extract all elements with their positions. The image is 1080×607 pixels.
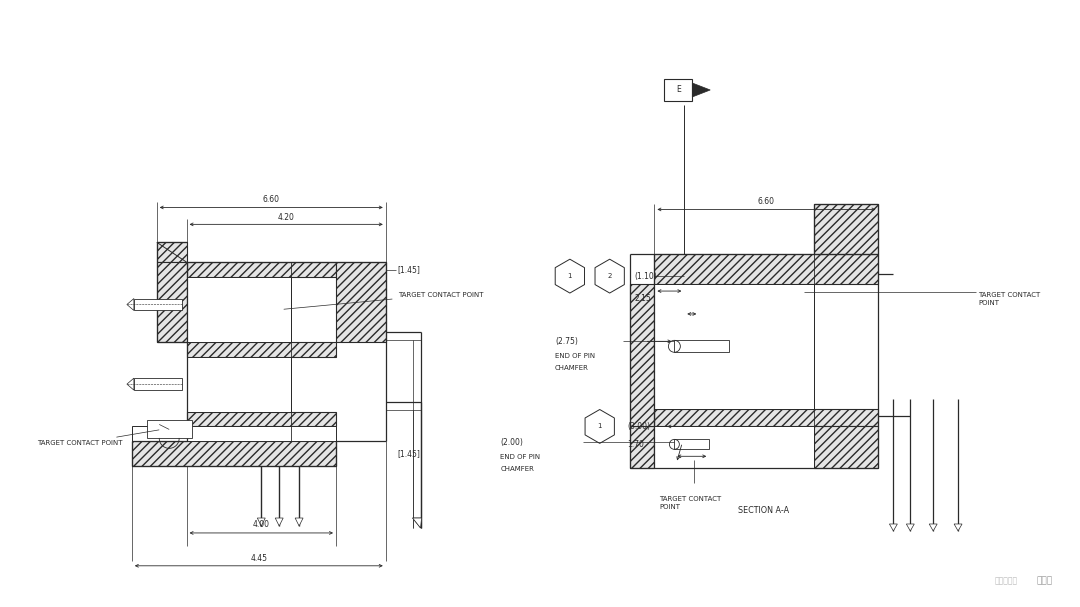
Text: 6.60: 6.60 xyxy=(758,197,775,206)
Polygon shape xyxy=(654,427,813,468)
Polygon shape xyxy=(187,412,336,427)
Polygon shape xyxy=(132,427,336,441)
Text: 6.60: 6.60 xyxy=(262,195,280,204)
Text: TARGET CONTACT POINT: TARGET CONTACT POINT xyxy=(38,430,159,446)
Text: CHAMFER: CHAMFER xyxy=(500,466,534,472)
Text: 2: 2 xyxy=(607,273,612,279)
Text: E: E xyxy=(676,86,680,95)
Text: 什么值得买: 什么值得买 xyxy=(995,576,1017,585)
Text: [1.45]: [1.45] xyxy=(397,265,420,274)
Text: TARGET CONTACT
POINT: TARGET CONTACT POINT xyxy=(660,496,721,510)
Polygon shape xyxy=(132,441,336,466)
Polygon shape xyxy=(674,341,729,352)
Text: 4.45: 4.45 xyxy=(251,554,267,563)
Text: [1.45]: [1.45] xyxy=(397,449,420,458)
Text: CHAMFER: CHAMFER xyxy=(555,365,589,371)
Polygon shape xyxy=(654,409,878,427)
Text: (1.10): (1.10) xyxy=(635,271,658,280)
Polygon shape xyxy=(187,262,336,277)
Polygon shape xyxy=(187,277,292,342)
Text: TARGET CONTACT
POINT: TARGET CONTACT POINT xyxy=(978,292,1040,306)
Polygon shape xyxy=(674,439,710,449)
Polygon shape xyxy=(134,378,181,390)
Text: 2.15: 2.15 xyxy=(635,294,651,302)
Polygon shape xyxy=(630,284,654,427)
Polygon shape xyxy=(336,262,386,342)
Polygon shape xyxy=(906,524,915,531)
Polygon shape xyxy=(413,518,421,528)
Text: 4.00: 4.00 xyxy=(253,520,270,529)
Text: 1: 1 xyxy=(597,424,602,429)
Polygon shape xyxy=(134,299,181,310)
Polygon shape xyxy=(126,299,134,310)
Polygon shape xyxy=(187,342,336,357)
Polygon shape xyxy=(890,524,897,531)
Polygon shape xyxy=(813,427,878,468)
Polygon shape xyxy=(157,242,187,262)
Polygon shape xyxy=(295,518,303,526)
Polygon shape xyxy=(157,262,187,342)
Text: TARGET CONTACT POINT: TARGET CONTACT POINT xyxy=(284,291,483,309)
Polygon shape xyxy=(954,524,962,531)
Text: (2.00): (2.00) xyxy=(500,438,523,447)
Text: 4.20: 4.20 xyxy=(278,213,295,222)
Polygon shape xyxy=(654,284,813,409)
Polygon shape xyxy=(692,83,711,97)
Polygon shape xyxy=(813,205,878,254)
Polygon shape xyxy=(126,378,134,390)
Text: (3.00): (3.00) xyxy=(627,422,650,431)
Text: 1.70: 1.70 xyxy=(627,440,645,449)
Text: END OF PIN: END OF PIN xyxy=(500,454,540,460)
Polygon shape xyxy=(929,524,937,531)
Polygon shape xyxy=(630,427,654,468)
Polygon shape xyxy=(275,518,283,526)
Text: 值得买: 值得买 xyxy=(1037,576,1053,585)
Text: SECTION A-A: SECTION A-A xyxy=(739,506,789,515)
Polygon shape xyxy=(187,357,292,412)
Polygon shape xyxy=(257,518,266,526)
Text: END OF PIN: END OF PIN xyxy=(555,353,595,359)
Text: (2.75): (2.75) xyxy=(555,337,578,346)
Text: 1: 1 xyxy=(568,273,572,279)
Polygon shape xyxy=(654,254,878,284)
Polygon shape xyxy=(664,79,692,101)
Polygon shape xyxy=(413,518,421,528)
Polygon shape xyxy=(147,421,191,438)
